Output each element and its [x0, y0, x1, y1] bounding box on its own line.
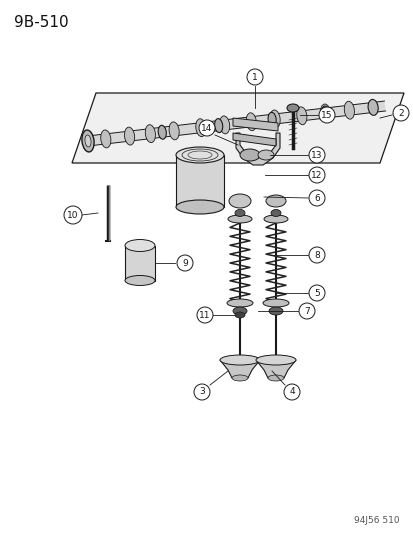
Ellipse shape — [271, 209, 280, 216]
FancyBboxPatch shape — [125, 246, 154, 280]
Ellipse shape — [255, 355, 295, 365]
Text: 11: 11 — [199, 311, 210, 319]
Ellipse shape — [176, 200, 223, 214]
Polygon shape — [72, 93, 403, 163]
Circle shape — [247, 69, 262, 85]
Text: 9B-510: 9B-510 — [14, 15, 69, 30]
Ellipse shape — [268, 307, 282, 315]
Circle shape — [308, 285, 324, 301]
Ellipse shape — [321, 106, 329, 120]
Ellipse shape — [367, 100, 377, 115]
Text: 94J56 510: 94J56 510 — [354, 516, 399, 525]
Circle shape — [197, 307, 212, 323]
Ellipse shape — [125, 239, 154, 252]
Text: 1: 1 — [252, 72, 257, 82]
Text: 13: 13 — [311, 150, 322, 159]
Polygon shape — [233, 133, 275, 146]
Circle shape — [298, 303, 314, 319]
Text: 12: 12 — [311, 171, 322, 180]
Text: 7: 7 — [304, 306, 309, 316]
Polygon shape — [255, 360, 295, 378]
Circle shape — [199, 120, 214, 136]
Text: 2: 2 — [397, 109, 403, 117]
Ellipse shape — [158, 125, 166, 139]
FancyBboxPatch shape — [176, 155, 223, 207]
Ellipse shape — [228, 194, 250, 208]
Circle shape — [318, 107, 334, 123]
Ellipse shape — [233, 307, 247, 315]
Ellipse shape — [246, 113, 256, 131]
Text: 6: 6 — [313, 193, 319, 203]
Circle shape — [308, 167, 324, 183]
Polygon shape — [219, 360, 259, 378]
Ellipse shape — [266, 195, 285, 207]
Circle shape — [308, 190, 324, 206]
Ellipse shape — [169, 122, 179, 140]
Text: 4: 4 — [289, 387, 294, 397]
Circle shape — [64, 206, 82, 224]
Circle shape — [308, 147, 324, 163]
Ellipse shape — [235, 209, 244, 216]
Ellipse shape — [176, 147, 223, 163]
Text: 5: 5 — [313, 288, 319, 297]
Ellipse shape — [267, 375, 283, 381]
Ellipse shape — [125, 276, 154, 286]
Ellipse shape — [268, 112, 275, 126]
Ellipse shape — [344, 101, 354, 119]
Ellipse shape — [85, 135, 91, 147]
Ellipse shape — [240, 149, 259, 161]
Ellipse shape — [82, 130, 94, 152]
Text: 9: 9 — [182, 259, 188, 268]
Ellipse shape — [296, 107, 306, 125]
Ellipse shape — [214, 119, 222, 133]
Ellipse shape — [219, 355, 259, 365]
Circle shape — [194, 384, 209, 400]
Polygon shape — [87, 101, 385, 146]
Circle shape — [177, 255, 192, 271]
Text: 14: 14 — [201, 124, 212, 133]
Ellipse shape — [231, 375, 247, 381]
Ellipse shape — [235, 312, 244, 318]
Text: 3: 3 — [199, 387, 204, 397]
Text: 10: 10 — [67, 211, 78, 220]
Text: 15: 15 — [320, 110, 332, 119]
Circle shape — [283, 384, 299, 400]
Ellipse shape — [219, 116, 229, 134]
Ellipse shape — [320, 104, 330, 122]
Text: 8: 8 — [313, 251, 319, 260]
Ellipse shape — [195, 119, 205, 136]
Circle shape — [308, 247, 324, 263]
Ellipse shape — [145, 125, 155, 143]
Ellipse shape — [257, 150, 273, 160]
Polygon shape — [233, 118, 277, 131]
Ellipse shape — [286, 104, 298, 112]
Ellipse shape — [226, 299, 252, 307]
Polygon shape — [235, 133, 279, 165]
Ellipse shape — [100, 130, 111, 148]
Ellipse shape — [262, 299, 288, 307]
Ellipse shape — [263, 215, 287, 223]
Ellipse shape — [124, 127, 134, 145]
Circle shape — [392, 105, 408, 121]
Ellipse shape — [228, 215, 252, 223]
Ellipse shape — [269, 110, 280, 128]
